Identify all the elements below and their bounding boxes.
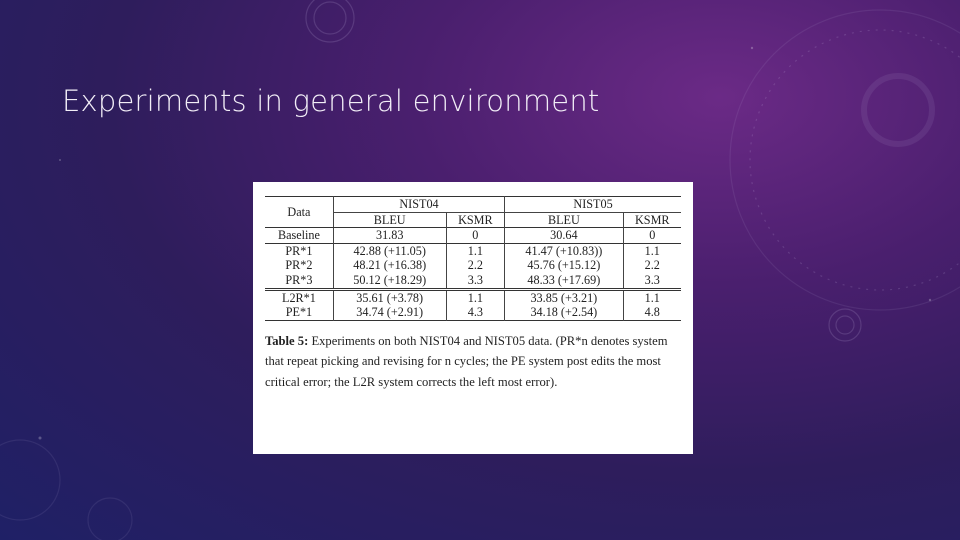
header-group: NIST05 bbox=[504, 196, 681, 213]
table-cell: 0 bbox=[445, 227, 505, 244]
table-row: Baseline 31.83 0 30.64 0 bbox=[265, 227, 681, 244]
table-cell: 41.47 (+10.83)) bbox=[504, 243, 624, 259]
table-cell: 0 bbox=[622, 227, 681, 244]
table-cell: 4.3 bbox=[445, 305, 505, 321]
table-cell: 35.61 (+3.78) bbox=[332, 289, 447, 306]
header-metric: BLEU bbox=[504, 212, 624, 228]
caption-label: Table 5: bbox=[265, 333, 309, 348]
table-cell: 42.88 (+11.05) bbox=[332, 243, 447, 259]
header-metric: KSMR bbox=[622, 212, 681, 228]
table-cell: 3.3 bbox=[622, 272, 681, 290]
table-row: PR*3 50.12 (+18.29) 3.3 48.33 (+17.69) 3.3 bbox=[265, 272, 681, 290]
row-label: PR*3 bbox=[285, 272, 313, 287]
table-row: L2R*1 35.61 (+3.78) 1.1 33.85 (+3.21) 1.1 bbox=[265, 289, 681, 306]
table-cell: 30.64 bbox=[504, 227, 624, 244]
table-cell: 48.21 (+16.38) bbox=[332, 258, 447, 273]
row-label: PR*2 bbox=[285, 258, 313, 273]
table-cell: 34.18 (+2.54) bbox=[504, 305, 624, 321]
row-label: PE*1 bbox=[285, 305, 313, 320]
header-metric: KSMR bbox=[445, 212, 505, 228]
header-group: NIST04 bbox=[332, 196, 505, 213]
slide-title: Experiments in general environment bbox=[62, 84, 600, 118]
table-cell: 50.12 (+18.29) bbox=[332, 272, 447, 290]
table-cell: 34.74 (+2.91) bbox=[332, 305, 447, 321]
table-cell: 1.1 bbox=[622, 289, 681, 306]
table-cell: 1.1 bbox=[445, 243, 505, 259]
table-cell: 4.8 bbox=[622, 305, 681, 321]
table-cell: 2.2 bbox=[622, 258, 681, 273]
row-label: Baseline bbox=[277, 228, 320, 243]
header-data: Data bbox=[265, 196, 334, 229]
table-cell: 1.1 bbox=[622, 243, 681, 259]
table-cell: 33.85 (+3.21) bbox=[504, 289, 624, 306]
header-metric: BLEU bbox=[332, 212, 447, 228]
row-label: L2R*1 bbox=[282, 290, 316, 305]
results-table: Data NIST04 NIST05 BLEU KSMR BLEU KSMR B… bbox=[265, 196, 681, 321]
caption-text: Experiments on both NIST04 and NIST05 da… bbox=[265, 333, 668, 389]
table-figure: Data NIST04 NIST05 BLEU KSMR BLEU KSMR B… bbox=[253, 182, 693, 454]
table-row: PR*2 48.21 (+16.38) 2.2 45.76 (+15.12) 2.2 bbox=[265, 258, 681, 273]
table-cell: 48.33 (+17.69) bbox=[504, 272, 624, 290]
table-row: PR*1 42.88 (+11.05) 1.1 41.47 (+10.83)) 1.1 bbox=[265, 243, 681, 259]
table-row: PE*1 34.74 (+2.91) 4.3 34.18 (+2.54) 4.8 bbox=[265, 305, 681, 321]
table-cell: 3.3 bbox=[445, 272, 505, 290]
table-caption: Table 5: Experiments on both NIST04 and … bbox=[265, 331, 675, 393]
table-cell: 1.1 bbox=[445, 289, 505, 306]
table-cell: 31.83 bbox=[332, 227, 447, 244]
row-label: PR*1 bbox=[285, 243, 313, 258]
table-cell: 45.76 (+15.12) bbox=[504, 258, 624, 273]
table-body: Baseline 31.83 0 30.64 0 PR*1 42.88 (+11.05) 1.… bbox=[265, 227, 681, 321]
table-cell: 2.2 bbox=[445, 258, 505, 273]
